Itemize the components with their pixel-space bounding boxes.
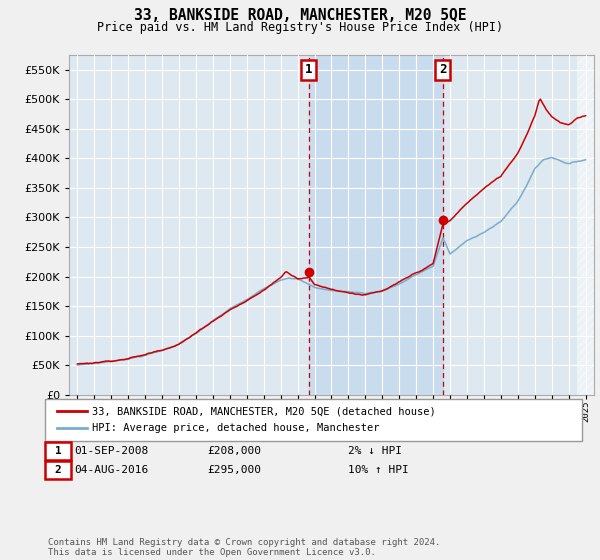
Bar <box>577 55 594 395</box>
Text: Contains HM Land Registry data © Crown copyright and database right 2024.
This d: Contains HM Land Registry data © Crown c… <box>48 538 440 557</box>
Text: 10% ↑ HPI: 10% ↑ HPI <box>348 465 409 475</box>
Text: 33, BANKSIDE ROAD, MANCHESTER, M20 5QE (detached house): 33, BANKSIDE ROAD, MANCHESTER, M20 5QE (… <box>92 407 436 416</box>
Text: HPI: Average price, detached house, Manchester: HPI: Average price, detached house, Manc… <box>92 423 379 433</box>
Text: 04-AUG-2016: 04-AUG-2016 <box>74 465 148 475</box>
Text: £208,000: £208,000 <box>207 446 261 456</box>
Bar <box>309 55 443 395</box>
Text: 2: 2 <box>439 63 446 76</box>
Text: Price paid vs. HM Land Registry's House Price Index (HPI): Price paid vs. HM Land Registry's House … <box>97 21 503 34</box>
Text: 2% ↓ HPI: 2% ↓ HPI <box>348 446 402 456</box>
Text: 01-SEP-2008: 01-SEP-2008 <box>74 446 148 456</box>
Text: £295,000: £295,000 <box>207 465 261 475</box>
Text: 33, BANKSIDE ROAD, MANCHESTER, M20 5QE: 33, BANKSIDE ROAD, MANCHESTER, M20 5QE <box>134 8 466 24</box>
Text: 2: 2 <box>55 465 61 475</box>
Text: 1: 1 <box>305 63 313 76</box>
Text: 1: 1 <box>55 446 61 456</box>
